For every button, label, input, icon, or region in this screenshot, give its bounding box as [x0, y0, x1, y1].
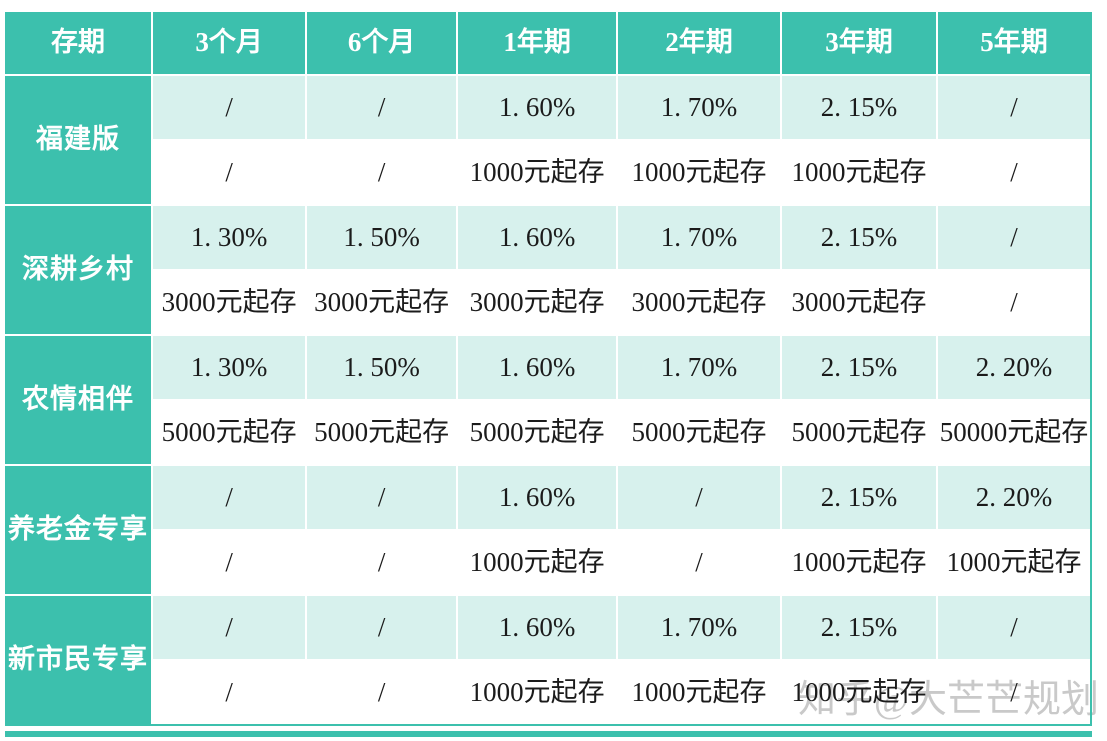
product-label-shengengxiangcun: 深耕乡村 — [5, 206, 152, 334]
rate-cell: 2. 15% — [781, 336, 936, 399]
product-label-fujian: 福建版 — [5, 76, 152, 204]
rate-cell: / — [153, 76, 306, 139]
rate-cell: 2. 15% — [781, 466, 936, 529]
rate-cell: 1. 60% — [458, 596, 617, 659]
deposit-cell: / — [307, 141, 457, 204]
deposit-cell: / — [937, 141, 1090, 204]
deposit-cell: 3000元起存 — [781, 271, 936, 334]
rate-cell: / — [937, 206, 1090, 269]
rate-cell: 2. 20% — [937, 336, 1090, 399]
deposit-rate-table: 存期 3个月 6个月 1年期 2年期 3年期 5年期 福建版 / / 1. 60… — [5, 12, 1092, 726]
deposit-cell: 1000元起存 — [458, 531, 617, 594]
rate-cell: / — [937, 76, 1090, 139]
rate-cell: 1. 70% — [618, 336, 780, 399]
rate-cell: 1. 70% — [618, 206, 780, 269]
deposit-cell: 3000元起存 — [618, 271, 780, 334]
deposit-cell: 1000元起存 — [618, 661, 780, 724]
deposit-cell: 5000元起存 — [307, 401, 457, 464]
deposit-cell: 3000元起存 — [458, 271, 617, 334]
deposit-cell: / — [307, 531, 457, 594]
rate-cell: / — [937, 596, 1090, 659]
deposit-cell: 50000元起存 — [937, 401, 1090, 464]
deposit-cell: / — [618, 531, 780, 594]
rate-cell: / — [618, 466, 780, 529]
deposit-cell: 1000元起存 — [458, 141, 617, 204]
product-label-yanglaojin: 养老金专享 — [5, 466, 152, 594]
deposit-cell: 5000元起存 — [781, 401, 936, 464]
zhihu-watermark: 知乎@大芒芒规划 — [798, 679, 1099, 721]
deposit-cell: 1000元起存 — [781, 661, 936, 724]
deposit-cell: 1000元起存 — [937, 531, 1090, 594]
rate-cell: 1. 30% — [153, 336, 306, 399]
deposit-cell: / — [153, 661, 306, 724]
rate-cell: / — [307, 466, 457, 529]
deposit-cell: 1000元起存 — [618, 141, 780, 204]
rate-cell: / — [307, 76, 457, 139]
deposit-cell: 1000元起存 — [781, 141, 936, 204]
rate-cell: 2. 15% — [781, 596, 936, 659]
deposit-cell: 1000元起存 — [458, 661, 617, 724]
rate-cell: 1. 60% — [458, 466, 617, 529]
deposit-cell: 5000元起存 — [153, 401, 306, 464]
rate-cell: / — [153, 596, 306, 659]
rate-cell: / — [153, 466, 306, 529]
deposit-cell: 5000元起存 — [458, 401, 617, 464]
deposit-cell: / — [937, 271, 1090, 334]
deposit-cell: / — [937, 661, 1090, 724]
rate-cell: 1. 60% — [458, 336, 617, 399]
column-header-3y: 3年期 — [781, 12, 936, 74]
rate-cell: 1. 70% — [618, 76, 780, 139]
product-label-xinshimin: 新市民专享 — [5, 596, 152, 724]
deposit-cell: / — [153, 531, 306, 594]
corner-header-cell: 存期 — [5, 12, 152, 74]
deposit-cell: 3000元起存 — [153, 271, 306, 334]
rate-cell: 1. 50% — [307, 336, 457, 399]
deposit-cell: 5000元起存 — [618, 401, 780, 464]
deposit-cell: 1000元起存 — [781, 531, 936, 594]
rate-cell: 1. 60% — [458, 206, 617, 269]
deposit-cell: 3000元起存 — [307, 271, 457, 334]
column-header-2y: 2年期 — [618, 12, 780, 74]
column-header-5y: 5年期 — [937, 12, 1090, 74]
column-header-6m: 6个月 — [307, 12, 457, 74]
product-label-nongqingxiangban: 农情相伴 — [5, 336, 152, 464]
rate-cell: 2. 20% — [937, 466, 1090, 529]
rate-cell: 1. 30% — [153, 206, 306, 269]
rate-cell: 2. 15% — [781, 76, 936, 139]
deposit-cell: / — [307, 661, 457, 724]
column-header-1y: 1年期 — [458, 12, 617, 74]
deposit-cell: / — [153, 141, 306, 204]
rate-cell: 1. 70% — [618, 596, 780, 659]
column-header-3m: 3个月 — [153, 12, 306, 74]
next-table-top-edge — [5, 731, 1092, 737]
rate-cell: 1. 50% — [307, 206, 457, 269]
rate-cell: 2. 15% — [781, 206, 936, 269]
rate-cell: / — [307, 596, 457, 659]
rate-cell: 1. 60% — [458, 76, 617, 139]
